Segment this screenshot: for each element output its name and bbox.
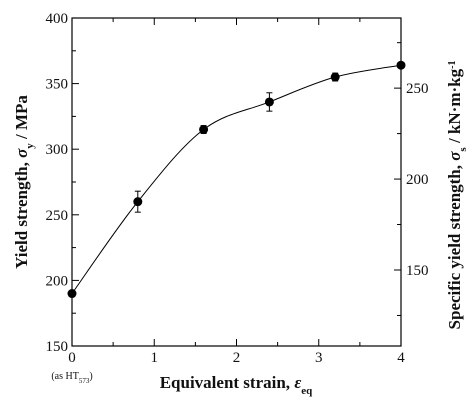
x-tick-label-4: 4 — [397, 350, 405, 366]
y-tick-label-3: 300 — [46, 142, 69, 158]
y-axis-label: Yield strength, σy / MPa — [12, 95, 36, 269]
x-tick-label-0: 0 — [68, 350, 76, 366]
x-tick-label-3: 3 — [315, 350, 323, 366]
y2-tick-label-0: 150 — [406, 263, 429, 279]
tick-labels: 0 1 2 3 4 150 200 250 300 350 400 150 200 250 — [46, 11, 429, 366]
y2-tick-label-1: 200 — [406, 172, 429, 188]
x-tick-label-1: 1 — [151, 350, 159, 366]
plot-frame — [71, 17, 402, 347]
y-tick-label-0: 150 — [46, 339, 69, 355]
y2-tick-label-2: 250 — [406, 81, 429, 97]
data-point-2 — [199, 125, 209, 135]
data-point-4 — [330, 72, 340, 82]
x-tick-label-2: 2 — [233, 350, 241, 366]
y-tick-label-1: 200 — [46, 273, 69, 289]
data-point-0 — [67, 289, 77, 299]
series-line — [71, 64, 402, 294]
y2-axis-label: Specific yield strength, σs / kN·m·kg-1 — [445, 61, 469, 330]
data-points — [67, 60, 406, 299]
ticks — [71, 17, 402, 347]
y-tick-label-5: 400 — [46, 11, 69, 27]
x-axis-label: Equivalent strain, εeq — [160, 373, 313, 397]
error-bars — [134, 72, 339, 213]
data-point-1 — [133, 197, 143, 207]
data-point-5 — [396, 60, 406, 70]
x-tick-note: (as HT573) — [51, 371, 92, 385]
y-tick-label-2: 250 — [46, 208, 69, 224]
y-tick-label-4: 350 — [46, 77, 69, 93]
data-point-3 — [264, 97, 274, 107]
